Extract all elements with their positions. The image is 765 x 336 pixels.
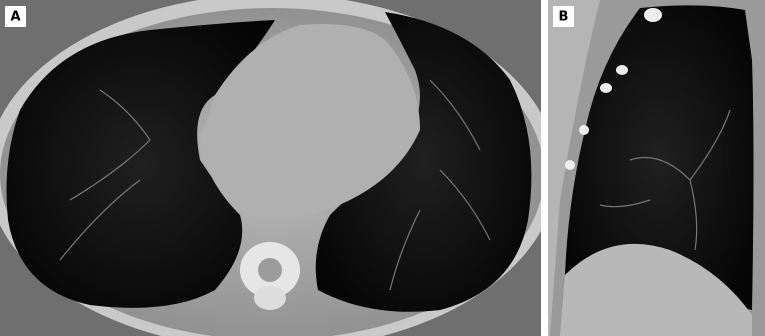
chest-wall — [548, 0, 600, 336]
spinous-process — [254, 286, 286, 310]
panel-label: B — [559, 10, 569, 25]
mediastinum — [200, 24, 420, 218]
rib — [616, 65, 628, 75]
panel-b: B — [548, 0, 765, 336]
vessels — [59, 79, 491, 291]
rib — [579, 125, 589, 135]
diaphragm — [560, 243, 752, 336]
label-box — [553, 6, 574, 27]
panel-label: A — [10, 10, 20, 25]
lung-sagittal — [565, 5, 754, 311]
rib — [644, 8, 662, 22]
left-lung — [315, 12, 532, 312]
rib — [565, 160, 575, 170]
right-lung — [6, 20, 275, 308]
vertebral-canal — [258, 258, 282, 282]
rib — [600, 83, 612, 93]
panel-a: A — [0, 0, 541, 336]
vessels-sagittal — [599, 109, 731, 251]
label-box — [5, 6, 26, 27]
